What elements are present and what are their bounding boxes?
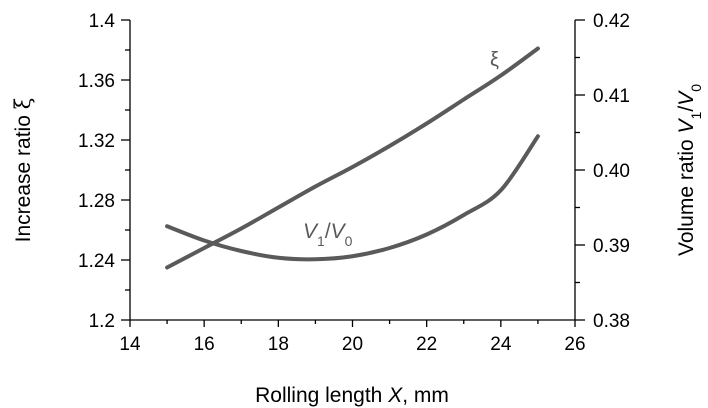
series-label-sub1: 1 (317, 233, 325, 249)
x-tick-label: 24 (490, 334, 512, 355)
y-left-ticks: 1.2 1.24 1.28 1.32 1.36 1.4 (78, 11, 130, 332)
y-right-tick-label: 0.40 (593, 161, 630, 182)
x-tick-label: 14 (119, 334, 141, 355)
y-left-tick-label: 1.2 (89, 311, 115, 332)
y-left-tick-label: 1.24 (78, 251, 115, 272)
y-right-axis-title-s1: 1 (688, 111, 704, 119)
series-label-xi: ξ (490, 49, 499, 71)
x-axis-title: Rolling length X, mm (255, 384, 449, 407)
y-left-tick-label: 1.32 (78, 131, 115, 152)
axes (129, 20, 576, 321)
y-right-tick-label: 0.42 (593, 11, 630, 32)
series-label-v0: V (331, 220, 347, 243)
x-axis-title-pre: Rolling length (255, 384, 388, 407)
x-axis-title-var: X (387, 384, 403, 407)
y-left-axis-title: Increase ratio ξ (11, 98, 35, 243)
y-right-axis-title-v0: V (675, 90, 698, 106)
x-tick-label: 16 (194, 334, 215, 355)
x-ticks: 14 16 18 20 22 24 26 (119, 320, 586, 355)
y-right-tick-label: 0.38 (593, 311, 630, 332)
y-left-tick-label: 1.28 (78, 191, 115, 212)
y-left-axis-title-pre: Increase ratio (12, 109, 35, 242)
y-left-tick-label: 1.36 (78, 71, 115, 92)
y-right-tick-label: 0.41 (593, 86, 630, 107)
y-right-axis-title-pre: Volume ratio (675, 133, 698, 256)
y-left-tick-label: 1.4 (89, 11, 116, 32)
series-label-slash: / (325, 220, 331, 243)
y-right-axis-title-v1: V (675, 117, 698, 133)
x-tick-label: 22 (416, 334, 437, 355)
series (165, 46, 540, 270)
series-label-sub0: 0 (345, 233, 353, 249)
y-right-ticks: 0.38 0.39 0.40 0.41 0.42 (575, 11, 630, 332)
y-right-axis-title: Volume ratio V1/V0 (675, 84, 704, 256)
series-label-v1: V (303, 220, 319, 243)
x-tick-label: 20 (342, 334, 363, 355)
y-right-axis-title-slash: / (675, 106, 698, 112)
x-tick-label: 18 (268, 334, 289, 355)
y-right-axis-title-s0: 0 (688, 84, 704, 92)
y-left-axis-title-var: ξ (11, 98, 35, 110)
x-axis-title-post: , mm (402, 384, 449, 407)
series-line-xi (165, 46, 540, 270)
y-right-tick-label: 0.39 (593, 236, 630, 257)
series-line-volume-ratio (165, 134, 540, 262)
series-label-volume-ratio: V1/V0 (303, 220, 353, 249)
x-tick-label: 26 (564, 334, 585, 355)
